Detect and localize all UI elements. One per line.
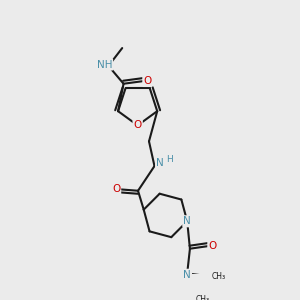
Text: CH₃: CH₃ [212,272,226,280]
Text: O: O [208,241,217,251]
Text: N: N [183,270,191,280]
Text: O: O [143,76,152,86]
Text: O: O [112,184,120,194]
Text: NH: NH [97,59,112,70]
Text: CH₃: CH₃ [195,295,209,300]
Text: O: O [134,120,142,130]
Text: H: H [166,155,173,164]
Text: N: N [183,216,191,226]
Text: N: N [156,158,164,168]
